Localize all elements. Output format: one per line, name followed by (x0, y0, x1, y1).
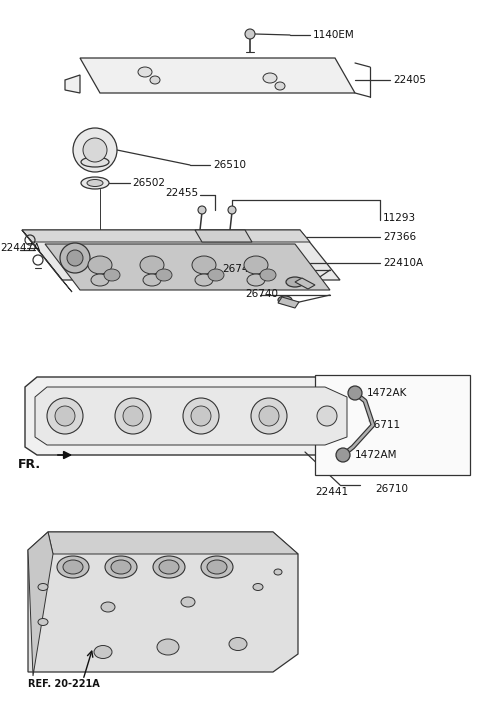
Ellipse shape (207, 560, 227, 574)
Bar (315, 375, 470, 475)
Ellipse shape (81, 157, 109, 167)
Polygon shape (45, 244, 330, 290)
Polygon shape (278, 297, 299, 308)
Ellipse shape (156, 269, 172, 281)
Circle shape (228, 206, 236, 214)
Ellipse shape (195, 274, 213, 286)
Circle shape (123, 406, 143, 426)
Text: 26740B: 26740B (222, 264, 262, 274)
Circle shape (259, 406, 279, 426)
Ellipse shape (247, 274, 265, 286)
Polygon shape (35, 387, 347, 445)
Ellipse shape (143, 274, 161, 286)
Text: 22447A: 22447A (0, 243, 40, 253)
Circle shape (317, 406, 337, 426)
Text: 11293: 11293 (383, 213, 416, 223)
Text: 26710: 26710 (375, 484, 408, 494)
Text: 22410A: 22410A (383, 258, 423, 268)
Ellipse shape (278, 296, 292, 304)
Text: 26711: 26711 (367, 420, 400, 430)
Ellipse shape (94, 645, 112, 658)
Ellipse shape (253, 584, 263, 591)
Polygon shape (48, 532, 298, 554)
Ellipse shape (138, 67, 152, 77)
Polygon shape (65, 75, 80, 93)
Polygon shape (28, 532, 53, 676)
Circle shape (245, 29, 255, 39)
Circle shape (336, 448, 350, 462)
Ellipse shape (63, 560, 83, 574)
Circle shape (55, 406, 75, 426)
Ellipse shape (286, 277, 304, 287)
Circle shape (73, 128, 117, 172)
Ellipse shape (91, 274, 109, 286)
Text: 27366: 27366 (383, 232, 416, 242)
Text: FR.: FR. (18, 459, 41, 471)
Ellipse shape (150, 76, 160, 84)
Circle shape (183, 398, 219, 434)
Polygon shape (28, 532, 298, 672)
Polygon shape (22, 230, 310, 242)
Polygon shape (295, 278, 315, 289)
Circle shape (251, 398, 287, 434)
Ellipse shape (263, 73, 277, 83)
Text: 22441: 22441 (315, 487, 348, 497)
Circle shape (83, 138, 107, 162)
Circle shape (348, 386, 362, 400)
Ellipse shape (38, 618, 48, 626)
Ellipse shape (101, 602, 115, 612)
Circle shape (47, 398, 83, 434)
Ellipse shape (140, 256, 164, 274)
Ellipse shape (81, 177, 109, 189)
Ellipse shape (260, 269, 276, 281)
Ellipse shape (192, 256, 216, 274)
Ellipse shape (275, 82, 285, 90)
Polygon shape (25, 377, 347, 455)
Ellipse shape (104, 269, 120, 281)
Polygon shape (195, 230, 252, 242)
Circle shape (60, 243, 90, 273)
Text: 1472AK: 1472AK (367, 388, 408, 398)
Text: REF. 20-221A: REF. 20-221A (28, 679, 100, 689)
Ellipse shape (208, 269, 224, 281)
Circle shape (191, 406, 211, 426)
Ellipse shape (105, 556, 137, 578)
Text: 26740: 26740 (245, 289, 278, 299)
Text: 22405: 22405 (393, 75, 426, 85)
Ellipse shape (274, 569, 282, 575)
Ellipse shape (38, 584, 48, 591)
Text: 26502: 26502 (132, 178, 165, 188)
Polygon shape (22, 230, 72, 292)
Ellipse shape (153, 556, 185, 578)
Polygon shape (22, 230, 340, 280)
Text: 1472AM: 1472AM (355, 450, 397, 460)
Ellipse shape (201, 556, 233, 578)
Circle shape (115, 398, 151, 434)
Text: 1140EM: 1140EM (313, 30, 355, 40)
Circle shape (198, 206, 206, 214)
Ellipse shape (181, 597, 195, 607)
Ellipse shape (229, 638, 247, 650)
Ellipse shape (157, 639, 179, 655)
Ellipse shape (87, 180, 103, 187)
Polygon shape (80, 58, 355, 93)
Text: 22455: 22455 (165, 188, 198, 198)
Ellipse shape (57, 556, 89, 578)
Ellipse shape (244, 256, 268, 274)
Ellipse shape (111, 560, 131, 574)
Text: 26510: 26510 (213, 160, 246, 170)
Circle shape (67, 250, 83, 266)
Ellipse shape (159, 560, 179, 574)
Ellipse shape (88, 256, 112, 274)
